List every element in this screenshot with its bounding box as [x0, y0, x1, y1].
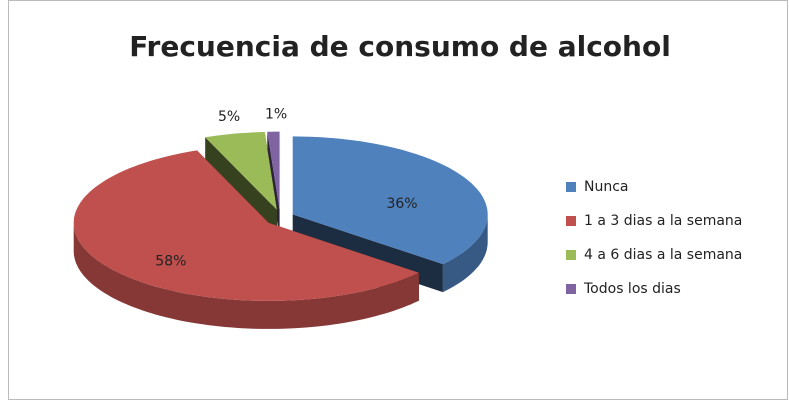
legend-swatch — [566, 250, 576, 260]
legend-label: 4 a 6 dias a la semana — [584, 247, 742, 263]
data-label: 58% — [155, 253, 186, 269]
legend-label: 1 a 3 dias a la semana — [584, 213, 742, 229]
legend-swatch — [566, 284, 576, 294]
chart-border — [8, 0, 788, 400]
slice — [267, 131, 280, 210]
slice-side — [73, 222, 419, 329]
slice — [292, 136, 488, 265]
slice-cut-face — [205, 137, 277, 238]
legend-label: Nunca — [584, 179, 629, 195]
slice — [205, 132, 277, 210]
slice — [73, 150, 419, 301]
data-label: 5% — [218, 109, 240, 125]
legend-label: Todos los dias — [583, 281, 681, 297]
legend-swatch — [566, 216, 576, 226]
slice-side — [442, 214, 488, 293]
legend-swatch — [566, 182, 576, 192]
chart-title: Frecuencia de consumo de alcohol — [129, 30, 671, 63]
data-label: 1% — [265, 106, 287, 122]
data-label: 36% — [386, 196, 417, 212]
